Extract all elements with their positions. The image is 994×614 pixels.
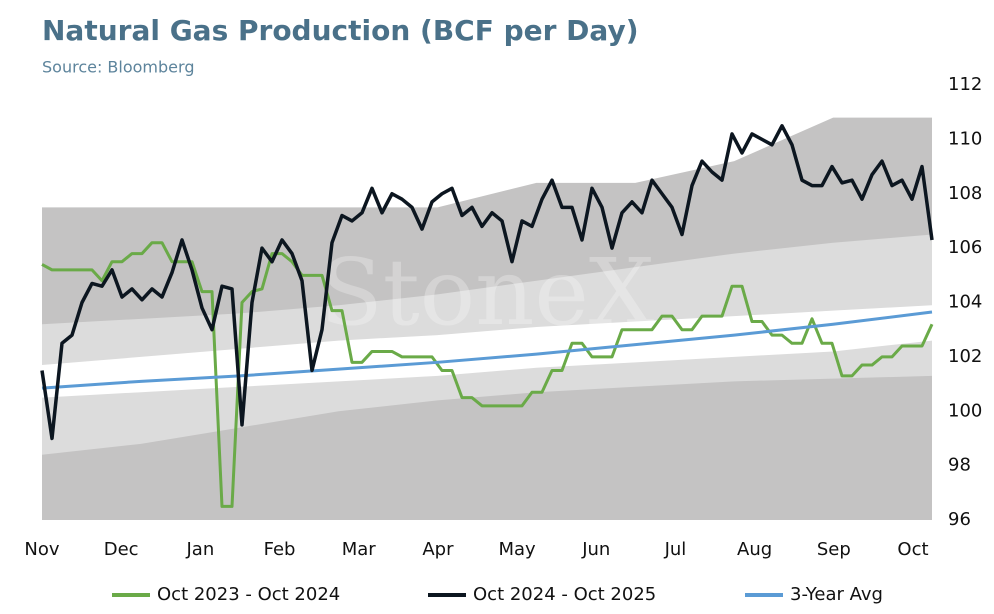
x-tick-label: Sep: [817, 539, 851, 560]
x-tick-label: Mar: [342, 539, 377, 560]
x-tick-label: Nov: [24, 539, 59, 560]
x-tick-label: Jun: [581, 539, 610, 560]
chart-title: Natural Gas Production (BCF per Day): [42, 14, 639, 47]
legend-label: 3-Year Avg: [790, 584, 883, 605]
chart-subtitle: Source: Bloomberg: [42, 58, 194, 77]
y-tick-label: 110: [948, 128, 982, 149]
x-tick-label: Jul: [664, 539, 687, 560]
x-tick-label: Dec: [104, 539, 139, 560]
series-line: [41, 310, 933, 390]
y-tick-label: 112: [948, 74, 982, 95]
series-line: [40, 124, 934, 441]
y-tick-label: 106: [948, 237, 982, 258]
y-tick-label: 104: [948, 292, 982, 313]
legend-label: Oct 2024 - Oct 2025: [473, 584, 656, 605]
watermark: StoneX: [320, 239, 655, 346]
y-tick-label: 100: [948, 400, 982, 421]
x-tick-label: Aug: [737, 539, 772, 560]
y-tick-label: 108: [948, 183, 982, 204]
x-tick-label: Oct: [897, 539, 928, 560]
legend-label: Oct 2023 - Oct 2024: [157, 584, 340, 605]
y-tick-label: 96: [948, 509, 971, 530]
y-tick-label: 98: [948, 455, 971, 476]
x-tick-label: Feb: [264, 539, 296, 560]
y-tick-label: 102: [948, 346, 982, 367]
x-tick-label: Apr: [422, 539, 454, 560]
x-tick-label: Jan: [185, 539, 214, 560]
x-tick-label: May: [498, 539, 536, 560]
